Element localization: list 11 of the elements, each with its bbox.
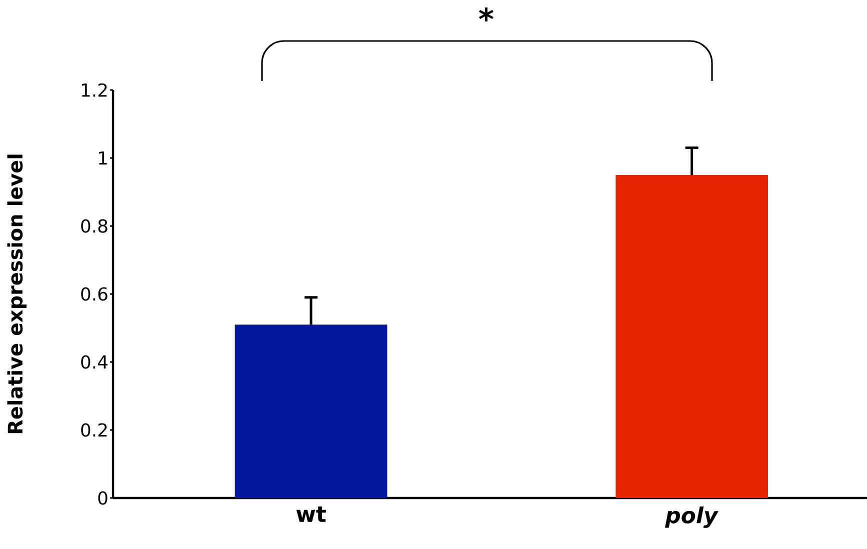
y-tick-label: 0 [98,491,108,505]
y-tick-label: 0.2 [81,423,107,437]
y-tick-label: 1 [99,151,107,165]
y-axis-title: Relative expression level [7,154,27,434]
y-tick-label: 1.2 [82,83,107,97]
y-tick-label: 0.4 [81,355,108,369]
y-tick-label: 0.6 [81,287,108,301]
text: * [478,7,494,22]
x-tick-label: poly [664,506,719,528]
y-tick-label: 0.8 [81,219,108,233]
x-tick-label: wt [296,506,326,522]
